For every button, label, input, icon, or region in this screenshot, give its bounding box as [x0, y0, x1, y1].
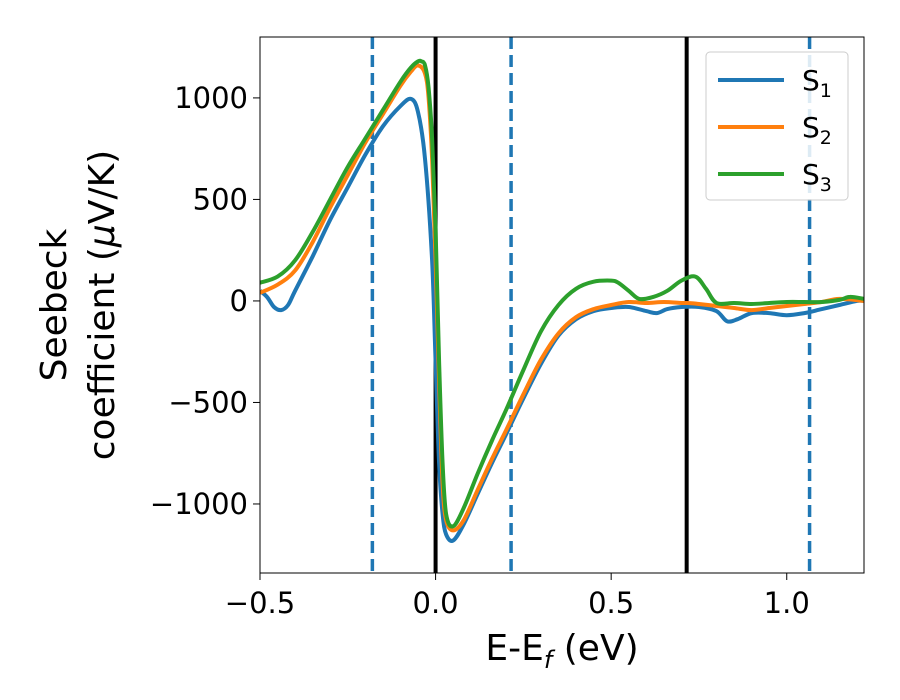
x-axis-title: E-Ef (eV): [485, 628, 638, 674]
y-tick-label: 1000: [174, 81, 248, 115]
y-tick-label: −1000: [150, 487, 248, 521]
y-tick-label: −500: [168, 385, 248, 419]
plot-frame: [259, 36, 865, 574]
x-tick-label: 0.0: [413, 586, 459, 620]
y-axis-title-line1: Seebeck: [34, 228, 75, 381]
series-line-s2: [260, 63, 864, 533]
legend-label-s1: S1: [802, 64, 832, 102]
x-tick-label: 0.5: [588, 586, 634, 620]
legend-label-s3: S3: [802, 158, 832, 196]
y-tick-label: 500: [193, 182, 248, 216]
axis-ticks: −0.5 0.0 0.5 1.0 −1000 −500 0 500 1000: [150, 81, 810, 620]
y-tick-label: 0: [230, 284, 248, 318]
legend: S1 S2 S3: [705, 51, 849, 201]
plot-area: [260, 37, 864, 573]
legend-label-s2: S2: [802, 111, 832, 149]
x-tick-label: 1.0: [764, 586, 810, 620]
series-line-s3: [260, 58, 864, 529]
y-axis-title-line2: coefficient (μV/K): [82, 150, 123, 460]
x-tick-label: −0.5: [225, 586, 295, 620]
